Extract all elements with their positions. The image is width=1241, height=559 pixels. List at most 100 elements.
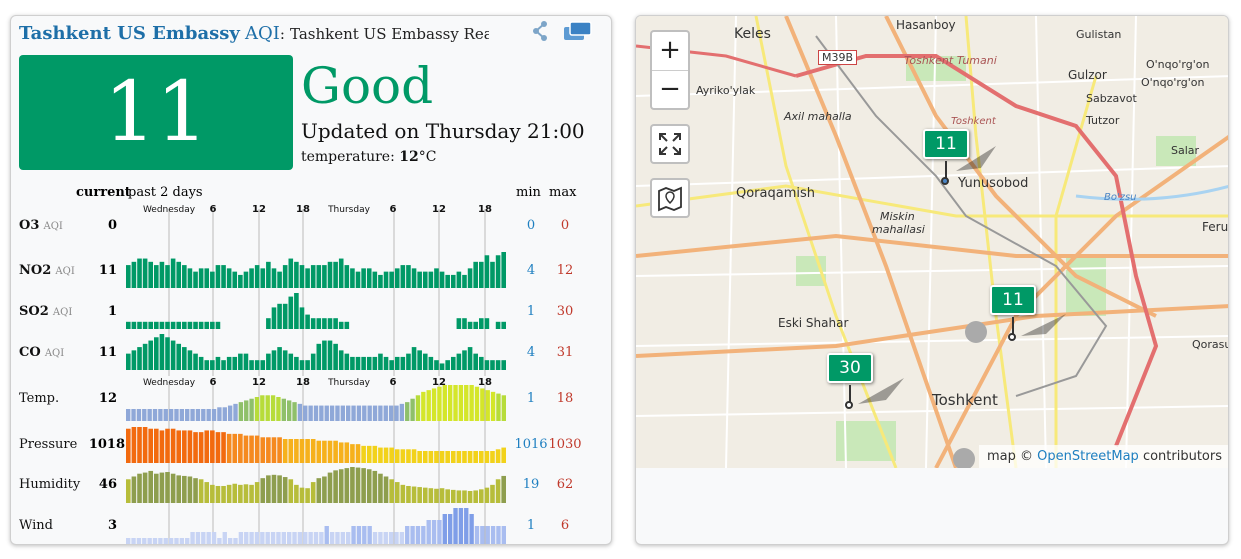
- bar-pressure: [344, 442, 350, 463]
- bar-temp: [249, 398, 254, 421]
- bar-temp: [222, 407, 227, 421]
- bar-pressure: [170, 428, 176, 463]
- bar-no2: [210, 271, 215, 288]
- bar-so2: [137, 321, 142, 329]
- station-marker[interactable]: 30: [827, 353, 873, 383]
- bar-temp: [453, 385, 458, 421]
- bar-pressure: [439, 451, 445, 463]
- place-label: Sabzavot: [1086, 92, 1137, 105]
- zoom-in-button[interactable]: +: [659, 35, 681, 65]
- bar-no2: [484, 255, 490, 288]
- axis-top-tick-label: Thursday: [327, 205, 371, 215]
- share-icon[interactable]: [531, 20, 551, 46]
- temperature-line: temperature: 12°C: [301, 147, 436, 167]
- place-label: Miskin: [880, 210, 915, 223]
- bar-no2: [148, 261, 154, 288]
- bar-wind: [362, 526, 367, 544]
- past-header: past 2 days: [128, 185, 203, 200]
- bar-co: [344, 353, 350, 370]
- row-label-pressure: Pressure: [19, 436, 77, 454]
- place-label: O'nqo'rg'on: [1141, 76, 1205, 89]
- header-icons: [527, 20, 597, 44]
- header-description: Tashkent US Embassy Real-time Air Qualit…: [289, 25, 489, 43]
- min-value-no2: 4: [526, 263, 536, 278]
- bar-co: [394, 356, 400, 370]
- bar-humidity: [193, 478, 198, 503]
- bar-temp: [286, 400, 292, 421]
- marker-shadow: [858, 378, 904, 404]
- bar-pressure: [394, 449, 400, 463]
- bar-pressure: [159, 430, 165, 463]
- bar-pressure: [271, 437, 277, 463]
- openstreetmap-link[interactable]: OpenStreetMap: [1037, 449, 1139, 464]
- bar-temp: [292, 402, 297, 421]
- bar-temp: [270, 395, 276, 421]
- bar-humidity: [467, 491, 473, 503]
- bar-wind: [265, 532, 270, 544]
- bar-so2: [210, 321, 215, 329]
- zoom-out-button[interactable]: −: [652, 70, 688, 108]
- marker-stem: [945, 161, 947, 181]
- row-label-humidity: Humidity: [19, 476, 80, 494]
- map-layer-button[interactable]: [650, 178, 690, 218]
- bar-co: [501, 360, 506, 370]
- bar-so2: [198, 321, 204, 329]
- bar-no2: [417, 271, 422, 288]
- marker-dot: [941, 177, 949, 185]
- bar-humidity: [271, 474, 277, 503]
- bar-pressure: [350, 444, 355, 463]
- bar-temp: [458, 385, 464, 421]
- station-marker[interactable]: 11: [990, 285, 1036, 315]
- bar-humidity: [170, 473, 176, 503]
- bar-so2: [165, 321, 170, 329]
- bar-co: [277, 347, 282, 370]
- bar-no2: [338, 258, 344, 288]
- bar-co: [137, 347, 142, 370]
- place-label: Gulzor: [1068, 68, 1107, 82]
- fullscreen-button[interactable]: [650, 124, 690, 164]
- bar-wind: [222, 532, 227, 544]
- bar-wind: [313, 532, 319, 544]
- bar-co: [327, 340, 333, 370]
- bar-wind: [447, 514, 453, 544]
- bar-wind: [469, 514, 474, 544]
- place-label: Gulistan: [1076, 28, 1122, 41]
- bar-temp: [142, 409, 147, 421]
- bar-humidity: [249, 484, 254, 503]
- max-value-so2: 30: [556, 304, 574, 319]
- axis-mid-tick-label: 6: [210, 377, 217, 388]
- station-marker[interactable]: 11: [923, 129, 969, 159]
- bar-temp: [152, 409, 158, 421]
- attribution-prefix: map ©: [986, 449, 1033, 464]
- bar-so2: [467, 321, 473, 329]
- station-name-link[interactable]: Tashkent US Embassy: [19, 23, 240, 44]
- bar-temp: [447, 385, 453, 421]
- bar-no2: [182, 265, 187, 288]
- place-label: Ayriko'ylak: [696, 84, 756, 97]
- bar-humidity: [400, 484, 406, 503]
- row-name: CO: [19, 345, 41, 360]
- bar-no2: [389, 271, 394, 288]
- bar-wind: [388, 532, 394, 544]
- current-value-o3: 0: [107, 218, 117, 233]
- bar-temp: [335, 405, 340, 421]
- windows-icon[interactable]: [563, 20, 593, 46]
- axis-mid-tick-label: 6: [390, 377, 397, 388]
- bar-so2: [266, 318, 271, 329]
- bar-temp: [405, 402, 410, 421]
- aqi-link[interactable]: AQI: [244, 23, 280, 44]
- bar-so2: [187, 321, 193, 329]
- bar-pressure: [327, 440, 333, 463]
- axis-mid-tick-label: 18: [478, 377, 492, 388]
- bar-wind: [421, 526, 426, 544]
- bar-so2: [305, 314, 310, 329]
- map-area[interactable]: Keles Hasanboy Gulistan M39B Toshkent Tu…: [636, 16, 1228, 468]
- min-value-co: 4: [526, 345, 536, 360]
- bar-so2: [142, 321, 148, 329]
- bar-no2: [288, 258, 294, 288]
- bar-temp: [346, 405, 351, 421]
- bar-so2: [154, 321, 159, 329]
- bar-wind: [238, 532, 244, 544]
- bar-no2: [383, 271, 389, 288]
- bar-no2: [478, 261, 484, 288]
